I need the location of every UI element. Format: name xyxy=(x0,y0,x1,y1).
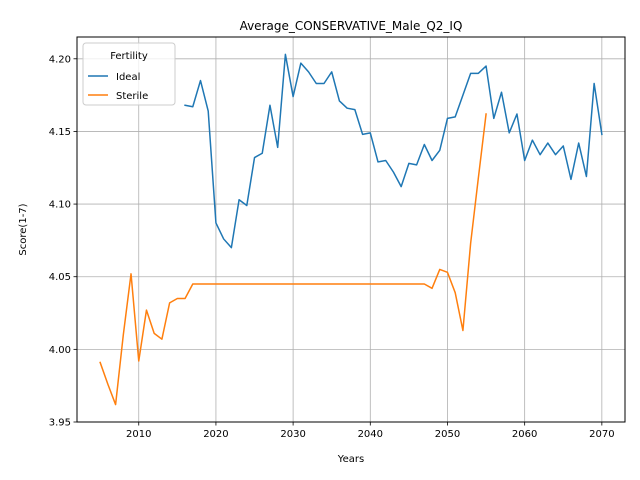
x-tick-label: 2040 xyxy=(358,429,383,440)
y-tick-label: 4.05 xyxy=(49,272,71,283)
x-tick-label: 2070 xyxy=(589,429,614,440)
legend-title: Fertility xyxy=(110,51,148,62)
y-tick-label: 4.00 xyxy=(49,345,71,356)
x-tick-label: 2050 xyxy=(435,429,460,440)
x-tick-label: 2060 xyxy=(512,429,537,440)
y-tick-label: 4.10 xyxy=(49,200,71,211)
y-tick-label: 4.20 xyxy=(49,54,71,65)
x-axis-label: Years xyxy=(337,454,364,465)
legend: Fertility Ideal Sterile xyxy=(82,42,176,106)
legend-box xyxy=(82,42,176,106)
series-line-sterile xyxy=(99,113,487,406)
y-axis-label: Score(1-7) xyxy=(18,203,29,255)
series-lines xyxy=(99,53,603,406)
y-tick-label: 3.95 xyxy=(49,418,71,429)
x-tick-label: 2010 xyxy=(126,429,151,440)
plot-frame xyxy=(76,36,626,423)
legend-label-ideal: Ideal xyxy=(116,72,140,83)
axis-ticks: 2010 2020 2030 2040 2050 2060 2070 3.95 4.00 4.05… xyxy=(49,54,615,440)
x-tick-label: 2020 xyxy=(203,429,228,440)
chart-title: Average_CONSERVATIVE_Male_Q2_IQ xyxy=(240,19,463,33)
legend-label-sterile: Sterile xyxy=(116,91,148,102)
x-tick-label: 2030 xyxy=(280,429,305,440)
y-tick-label: 4.15 xyxy=(49,127,71,138)
series-line-ideal xyxy=(184,53,603,249)
